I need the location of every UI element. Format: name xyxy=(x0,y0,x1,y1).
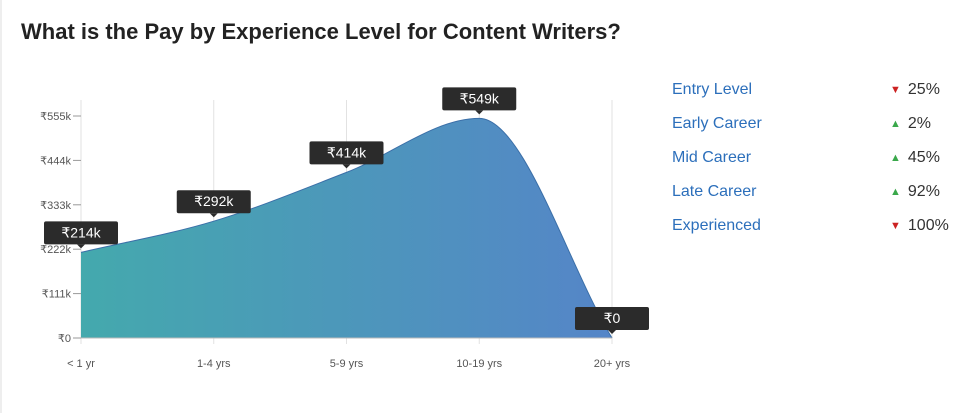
legend-item: Early Career ▲ 2% xyxy=(672,114,962,148)
value-label: ₹549k xyxy=(460,90,500,106)
legend-item: Mid Career ▲ 45% xyxy=(672,148,962,182)
triangle-up-icon: ▲ xyxy=(890,186,901,198)
legend-change: ▲ 92% xyxy=(890,182,940,203)
legend-label-link[interactable]: Mid Career xyxy=(672,149,752,166)
triangle-up-icon: ▲ xyxy=(890,152,901,164)
legend-label-link[interactable]: Entry Level xyxy=(672,81,753,98)
tooltip-pointer xyxy=(475,110,484,115)
value-tooltip xyxy=(575,307,649,330)
x-tick-label: 10-19 yrs xyxy=(456,358,502,370)
y-tick-label: ₹555k xyxy=(40,111,71,123)
x-tick-label: 5-9 yrs xyxy=(330,358,364,370)
value-tooltip xyxy=(442,87,517,111)
tooltip-pointer xyxy=(77,244,85,249)
legend-percent: 2% xyxy=(907,115,932,132)
y-tick-label: ₹333k xyxy=(40,200,71,212)
value-label: ₹214k xyxy=(61,224,101,240)
triangle-down-icon: ▼ xyxy=(890,220,901,232)
tooltip-pointer xyxy=(342,164,351,169)
card-border xyxy=(0,0,2,413)
triangle-down-icon: ▼ xyxy=(890,84,901,96)
value-tooltip xyxy=(309,141,384,165)
value-label: ₹292k xyxy=(194,193,234,209)
y-tick-label: ₹0 xyxy=(58,333,71,345)
tooltip-pointer xyxy=(209,213,218,218)
tooltip-pointer xyxy=(608,330,616,334)
page-title: What is the Pay by Experience Level for … xyxy=(21,19,621,44)
legend-change: ▲ 45% xyxy=(890,148,940,169)
legend-label-link[interactable]: Late Career xyxy=(672,183,757,200)
x-tick-label: 1-4 yrs xyxy=(197,358,231,370)
value-tooltip xyxy=(44,221,118,245)
x-tick-label: 20+ yrs xyxy=(594,358,631,370)
legend-label-link[interactable]: Early Career xyxy=(672,115,762,132)
y-tick-label: ₹444k xyxy=(40,155,71,167)
legend-item: Entry Level ▼ 25% xyxy=(672,80,962,114)
legend-label-link[interactable]: Experienced xyxy=(672,217,761,234)
pay-area xyxy=(81,118,612,339)
y-tick-label: ₹222k xyxy=(40,244,71,256)
legend-change: ▲ 2% xyxy=(890,114,931,135)
value-label: ₹414k xyxy=(327,144,367,160)
legend-item: Late Career ▲ 92% xyxy=(672,182,962,216)
legend-item: Experienced ▼ 100% xyxy=(672,216,962,250)
legend-change: ▼ 100% xyxy=(890,216,949,237)
legend-percent: 92% xyxy=(907,183,940,200)
experience-legend: Entry Level ▼ 25% Early Career ▲ 2% Mid Career… xyxy=(672,80,962,250)
value-label: ₹0 xyxy=(604,310,621,326)
pay-chart: ₹0 ₹111k ₹222k ₹333k ₹444k ₹555k < 1 yr 1-4 yrs… xyxy=(40,87,649,370)
value-tooltip xyxy=(176,190,251,214)
x-tick-label: < 1 yr xyxy=(67,358,95,370)
legend-change: ▼ 25% xyxy=(890,80,940,101)
y-tick-label: ₹111k xyxy=(42,289,72,301)
legend-percent: 100% xyxy=(907,217,949,234)
legend-percent: 45% xyxy=(907,149,940,166)
triangle-up-icon: ▲ xyxy=(890,118,901,130)
legend-percent: 25% xyxy=(907,81,940,98)
